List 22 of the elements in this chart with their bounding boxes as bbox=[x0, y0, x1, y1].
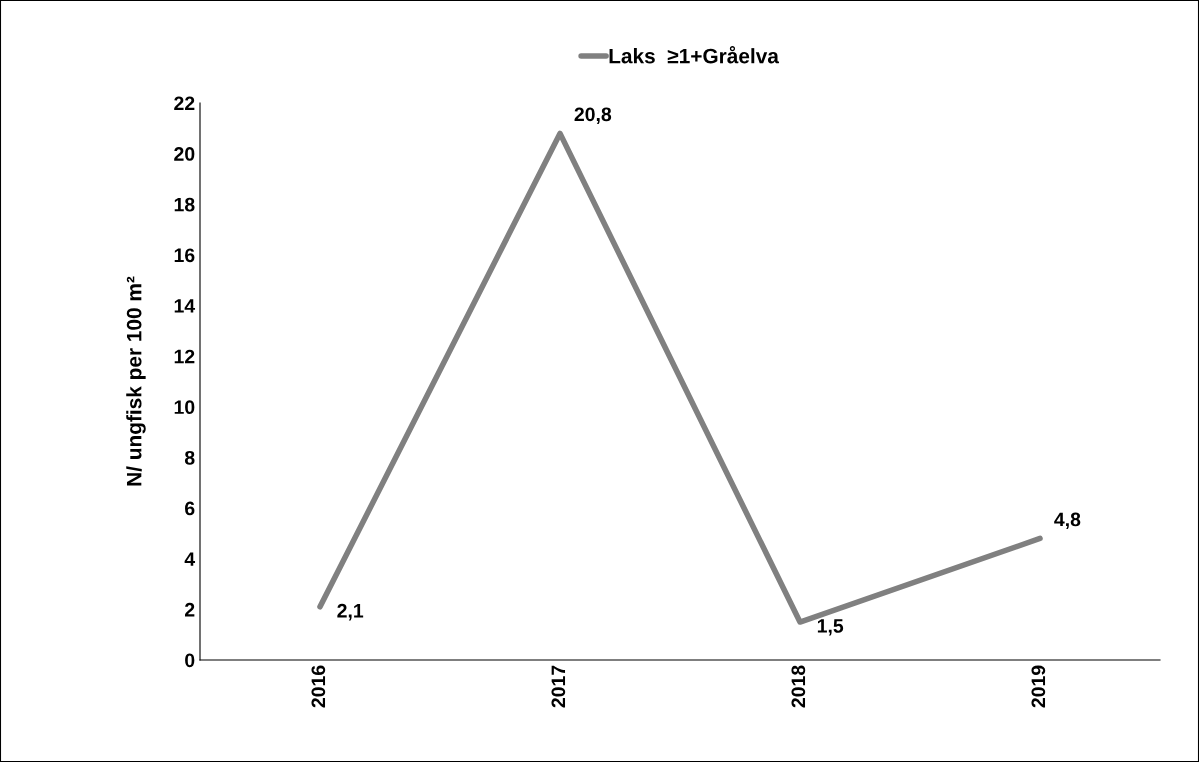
y-tick-label: 12 bbox=[174, 349, 195, 364]
x-tick-label: 2018 bbox=[791, 665, 806, 708]
y-tick-label: 20 bbox=[174, 147, 195, 161]
y-tick-label: 18 bbox=[174, 197, 195, 212]
y-tick-label: 8 bbox=[184, 450, 195, 465]
legend-label: Laks ≥1+Gråelva bbox=[609, 46, 780, 64]
data-label: 1,5 bbox=[817, 619, 844, 636]
y-tick-label: 4 bbox=[184, 552, 196, 566]
y-tick-label: 16 bbox=[174, 248, 195, 263]
x-tick-label: 2019 bbox=[1031, 665, 1046, 708]
data-label: 4,8 bbox=[1054, 512, 1081, 530]
x-tick-label: 2017 bbox=[551, 665, 566, 708]
y-tick-label: 6 bbox=[185, 501, 195, 516]
x-tick-label: 2016 bbox=[311, 665, 326, 708]
y-tick-label: 10 bbox=[174, 400, 195, 415]
data-label: 2,1 bbox=[337, 603, 364, 621]
y-axis-title: N/ ungfisk per 100 m² bbox=[126, 276, 146, 486]
y-tick-label: 0 bbox=[185, 653, 195, 668]
data-label: 20,8 bbox=[574, 107, 612, 125]
y-tick-label: 22 bbox=[174, 96, 195, 111]
y-tick-label: 2 bbox=[185, 602, 195, 617]
y-tick-label: 14 bbox=[174, 299, 196, 313]
